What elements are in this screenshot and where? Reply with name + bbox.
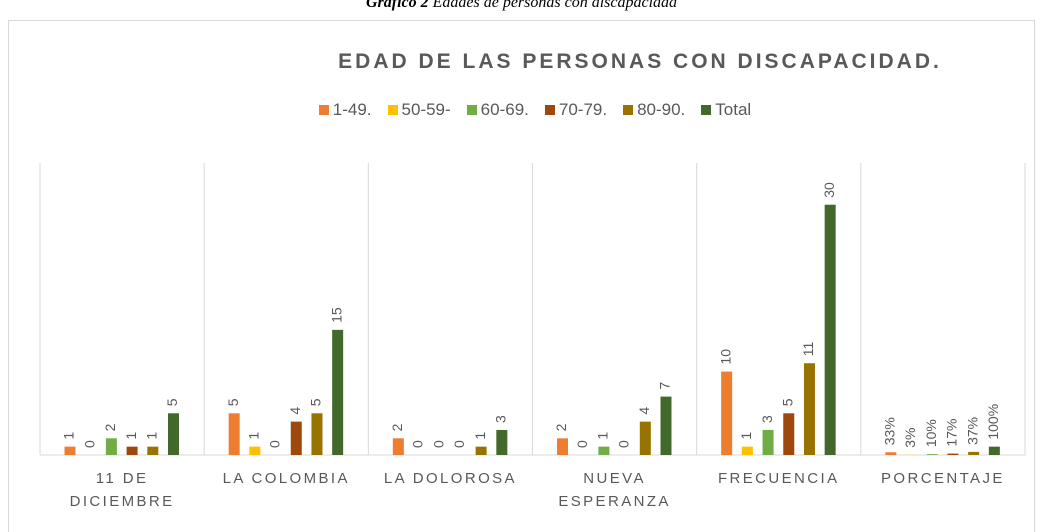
legend-item: 1-49. bbox=[318, 100, 372, 120]
data-label: 17% bbox=[944, 419, 960, 447]
legend-item: 80-90. bbox=[623, 100, 685, 120]
bar bbox=[392, 438, 404, 455]
data-label: 1 bbox=[472, 432, 488, 440]
legend-label: 1-49. bbox=[332, 100, 372, 119]
data-label: 1 bbox=[246, 432, 262, 440]
data-label: 1 bbox=[123, 432, 139, 440]
bar bbox=[762, 429, 774, 455]
data-label: 4 bbox=[287, 407, 303, 415]
bar bbox=[126, 446, 138, 455]
bar bbox=[228, 413, 240, 455]
legend-label: 60-69. bbox=[480, 100, 529, 119]
bar bbox=[660, 396, 672, 455]
legend-swatch bbox=[544, 105, 555, 115]
data-label: 11 bbox=[800, 341, 816, 356]
bar bbox=[332, 329, 344, 455]
bar bbox=[721, 371, 733, 455]
data-label: 1 bbox=[595, 432, 611, 440]
legend: 1-49. 50-59- 60-69. 70-79. 80-90. Total bbox=[150, 100, 920, 120]
bar bbox=[249, 446, 261, 455]
legend-item: 50-59- bbox=[387, 100, 451, 120]
data-label: 4 bbox=[636, 407, 652, 415]
data-label: 0 bbox=[266, 440, 282, 448]
bar bbox=[598, 446, 610, 455]
legend-swatch bbox=[466, 105, 477, 115]
bar bbox=[64, 446, 76, 455]
legend-swatch bbox=[701, 105, 712, 115]
bar bbox=[885, 452, 897, 455]
bar bbox=[557, 438, 568, 455]
x-tick-label: FRECUENCIA bbox=[717, 470, 840, 487]
legend-item: 60-69. bbox=[466, 100, 529, 120]
data-label: 5 bbox=[164, 398, 180, 406]
bar bbox=[824, 204, 836, 455]
data-label: 5 bbox=[779, 398, 795, 406]
caption-text: Edades de personas con discapacidad bbox=[432, 0, 678, 11]
bar bbox=[639, 421, 651, 455]
x-tick-label: LA COLOMBIA bbox=[222, 470, 350, 487]
bar bbox=[783, 413, 795, 455]
data-label: 3% bbox=[902, 428, 918, 448]
legend-label: Total bbox=[715, 100, 752, 119]
data-label: 7 bbox=[657, 382, 673, 390]
data-label: 1 bbox=[61, 432, 77, 440]
bar bbox=[988, 446, 1000, 455]
bar bbox=[947, 453, 959, 455]
bar bbox=[741, 446, 753, 455]
data-label: 0 bbox=[81, 440, 97, 448]
bar bbox=[926, 454, 938, 455]
data-label: 0 bbox=[451, 440, 467, 448]
data-label: 100% bbox=[985, 404, 1001, 440]
x-tick-label: 11 DE DICIEMBRE bbox=[69, 470, 175, 510]
data-label: 37% bbox=[964, 417, 980, 445]
legend-item: Total bbox=[701, 100, 751, 120]
legend-swatch bbox=[318, 105, 329, 115]
bar bbox=[496, 429, 508, 455]
data-label: 2 bbox=[553, 423, 569, 431]
data-label: 1 bbox=[738, 432, 754, 440]
bar bbox=[311, 413, 323, 455]
x-tick-label: LA DOLOROSA bbox=[383, 470, 517, 487]
bar bbox=[168, 413, 179, 455]
data-label: 5 bbox=[308, 398, 324, 406]
data-label: 0 bbox=[430, 440, 446, 448]
caption-label: Gráfico 2 bbox=[365, 0, 429, 11]
data-label: 1 bbox=[144, 432, 160, 440]
caption: Gráfico 2 Edades de personas con discapa… bbox=[0, 0, 1043, 12]
legend-item: 70-79. bbox=[544, 100, 608, 120]
chart-border bbox=[8, 20, 1035, 532]
data-label: 0 bbox=[615, 440, 631, 448]
chart-title: EDAD DE LAS PERSONAS CON DISCAPACIDAD. bbox=[338, 50, 942, 73]
data-label: 2 bbox=[102, 423, 118, 431]
bar bbox=[968, 451, 980, 455]
legend-label: 70-79. bbox=[558, 100, 608, 119]
data-label: 10% bbox=[923, 419, 939, 447]
x-tick-label: NUEVA ESPERANZA bbox=[558, 470, 671, 510]
legend-swatch bbox=[387, 105, 398, 115]
data-label: 15 bbox=[328, 307, 344, 323]
bar bbox=[147, 446, 159, 455]
x-tick-label: PORCENTAJE bbox=[881, 470, 1005, 487]
data-label: 3 bbox=[493, 415, 509, 423]
data-label: 0 bbox=[410, 440, 426, 448]
data-label: 33% bbox=[882, 417, 898, 445]
legend-label: 80-90. bbox=[637, 100, 686, 119]
data-label: 3 bbox=[759, 415, 775, 423]
data-label: 2 bbox=[389, 423, 405, 431]
bar bbox=[290, 421, 302, 455]
data-label: 30 bbox=[821, 182, 837, 198]
legend-swatch bbox=[623, 105, 634, 115]
data-label: 10 bbox=[717, 349, 733, 365]
legend-label: 50-59- bbox=[401, 100, 451, 119]
bar bbox=[105, 438, 117, 455]
bar bbox=[475, 446, 487, 455]
data-label: 0 bbox=[574, 440, 590, 448]
data-label: 5 bbox=[225, 398, 241, 406]
bar bbox=[803, 363, 815, 455]
